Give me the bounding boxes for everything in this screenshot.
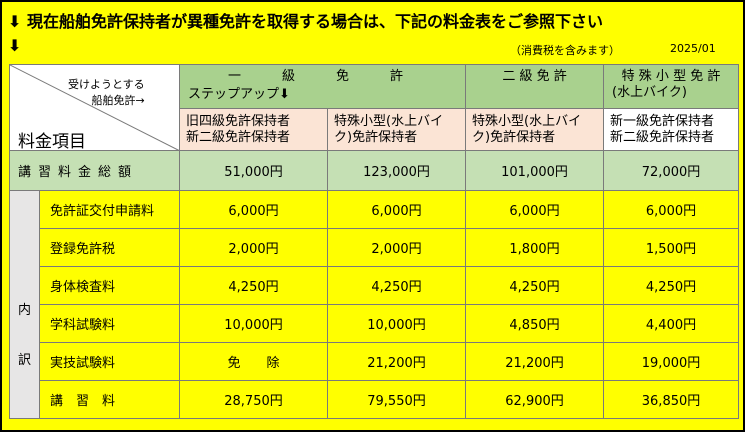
total-value: 123,000円 xyxy=(326,150,467,191)
tax-note: （消費税を含みます） xyxy=(510,44,620,57)
column-header-second-class: 二 級 免 許 xyxy=(465,64,605,109)
down-arrow-icon: ⬇ xyxy=(8,36,22,55)
fee-value: 79,550円 xyxy=(326,380,467,419)
special-small-title: 特 殊 小 型 免 許 xyxy=(621,69,721,84)
table-row: 身体検査料 4,250円 4,250円 4,250円 4,250円 xyxy=(10,266,740,305)
fee-value: 1,800円 xyxy=(465,228,605,267)
special-small-subtitle: (水上バイク) xyxy=(612,85,687,100)
license-fee-table: 受けようとする 船舶免許→ 料金項目 一 級 免 許 ステップアップ⬇ 二 級 … xyxy=(9,64,740,419)
date-label: 2025/01 xyxy=(670,42,716,55)
holder-line: 新二級免許保持者 xyxy=(186,129,291,145)
row-label: 実技試験料 xyxy=(39,342,180,381)
column-header-special-small: 特 殊 小 型 免 許 (水上バイク) xyxy=(603,64,740,109)
fee-item-label: 料金項目 xyxy=(18,132,86,151)
corner-diagonal-line xyxy=(10,65,179,150)
holder-cell: 特殊小型(水上バイ ク)免許保持者 xyxy=(465,108,605,151)
table-row: 実技試験料 免 除 21,200円 21,200円 19,000円 xyxy=(10,342,740,381)
target-license-line1: 受けようとする xyxy=(68,78,145,91)
breakdown-label-char: 訳 xyxy=(17,352,31,368)
fee-value: 4,250円 xyxy=(603,266,740,305)
row-label: 学科試験料 xyxy=(39,304,180,343)
fee-value: 6,000円 xyxy=(465,190,605,229)
fee-value: 1,500円 xyxy=(603,228,740,267)
fee-value: 62,900円 xyxy=(465,380,605,419)
fee-value: 2,000円 xyxy=(326,228,467,267)
first-class-title: 一 級 免 許 xyxy=(228,69,418,84)
holder-line: 特殊小型(水上バイ xyxy=(472,113,582,129)
holder-line: 特殊小型(水上バイ xyxy=(334,113,444,129)
table-corner-header: 受けようとする 船舶免許→ 料金項目 xyxy=(9,64,180,151)
fee-value: 4,250円 xyxy=(179,266,328,305)
fee-value: 6,000円 xyxy=(603,190,740,229)
fee-value: 21,200円 xyxy=(326,342,467,381)
row-label: 登録免許税 xyxy=(39,228,180,267)
total-value: 51,000円 xyxy=(179,150,328,191)
fee-value: 10,000円 xyxy=(326,304,467,343)
fee-value: 21,200円 xyxy=(465,342,605,381)
total-value: 101,000円 xyxy=(465,150,605,191)
target-license-label: 受けようとする 船舶免許→ xyxy=(68,77,145,109)
fee-value: 4,250円 xyxy=(465,266,605,305)
table-row: 講 習 料 28,750円 79,550円 62,900円 36,850円 xyxy=(10,380,740,419)
holder-line: ク)免許保持者 xyxy=(334,129,418,145)
step-up-note: ステップアップ⬇ xyxy=(188,87,290,102)
row-label: 講 習 料 xyxy=(39,380,180,419)
column-header-first-class: 一 級 免 許 ステップアップ⬇ xyxy=(178,64,467,109)
holder-line: 新二級免許保持者 xyxy=(610,129,715,145)
row-label: 身体検査料 xyxy=(39,266,180,305)
fee-value: 6,000円 xyxy=(326,190,467,229)
total-row: 講習料金総額 51,000円 123,000円 101,000円 72,000円 xyxy=(9,150,740,191)
fee-value: 19,000円 xyxy=(603,342,740,381)
holder-cell: 旧四級免許保持者 新二級免許保持者 xyxy=(179,108,328,151)
fee-value: 6,000円 xyxy=(179,190,328,229)
table-row: 登録免許税 2,000円 2,000円 1,800円 1,500円 xyxy=(10,228,740,267)
fee-value: 4,850円 xyxy=(465,304,605,343)
fee-value: 4,400円 xyxy=(603,304,740,343)
fee-value: 2,000円 xyxy=(179,228,328,267)
total-value: 72,000円 xyxy=(603,150,740,191)
fee-value: 36,850円 xyxy=(603,380,740,419)
holder-cell: 特殊小型(水上バイ ク)免許保持者 xyxy=(326,108,467,151)
holder-cell: 新一級免許保持者 新二級免許保持者 xyxy=(603,108,740,151)
notice-heading: ⬇ 現在船舶免許保持者が異種免許を取得する場合は、下記の料金表をご参照下さい xyxy=(8,12,603,31)
table-row: 学科試験料 10,000円 10,000円 4,850円 4,400円 xyxy=(10,304,740,343)
target-license-line2: 船舶免許→ xyxy=(91,94,145,107)
holder-line: ク)免許保持者 xyxy=(472,129,556,145)
holder-line: 旧四級免許保持者 xyxy=(186,113,291,129)
breakdown-label-char: 内 xyxy=(17,302,31,318)
second-class-title: 二 級 免 許 xyxy=(502,69,567,84)
fee-value: 免 除 xyxy=(179,342,328,381)
holder-line: 新一級免許保持者 xyxy=(610,113,715,129)
row-label: 免許証交付申請料 xyxy=(39,190,180,229)
fee-value: 28,750円 xyxy=(179,380,328,419)
fee-value: 10,000円 xyxy=(179,304,328,343)
breakdown-side-label: 内 訳 xyxy=(9,190,40,419)
fee-value: 4,250円 xyxy=(326,266,467,305)
table-row: 内 訳 免許証交付申請料 6,000円 6,000円 6,000円 6,000円 xyxy=(9,190,740,419)
total-label: 講習料金総額 xyxy=(9,150,180,191)
